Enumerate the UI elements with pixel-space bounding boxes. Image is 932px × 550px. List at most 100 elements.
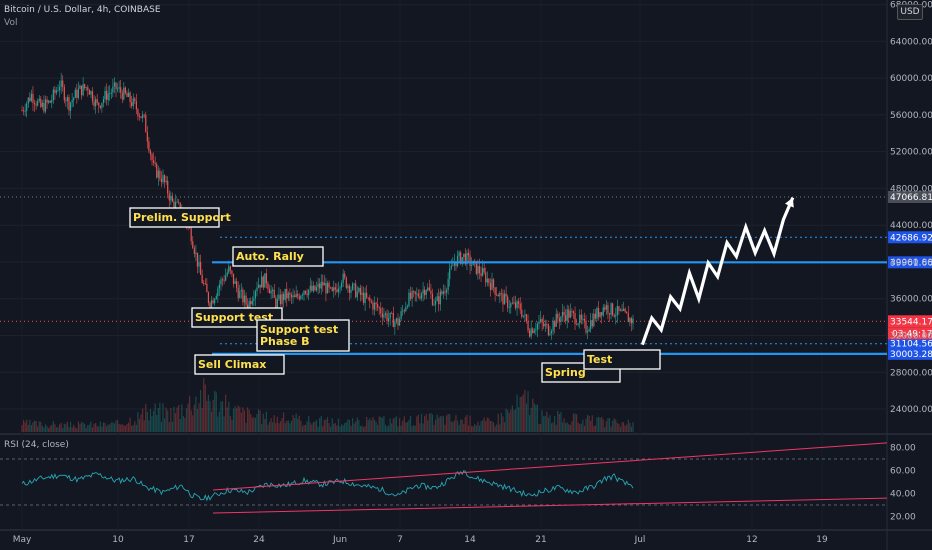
volume-bar: [367, 420, 369, 432]
volume-bar: [82, 422, 84, 432]
candle-body: [550, 330, 553, 334]
volume-bar: [29, 419, 31, 432]
candle-body: [456, 255, 459, 267]
candle-body: [455, 261, 457, 267]
volume-bar: [630, 426, 633, 432]
volume-bar: [591, 415, 593, 432]
price-tick-label: 48000.00: [890, 184, 932, 194]
volume-bar: [159, 402, 161, 432]
volume-bar: [427, 420, 429, 432]
candle-body: [413, 291, 415, 292]
candle-body: [533, 330, 535, 333]
candle-body: [579, 314, 581, 324]
volume-bar: [447, 414, 449, 432]
volume-bar: [422, 423, 424, 432]
time-tick-label: 19: [816, 535, 828, 545]
price-tick-label: 52000.00: [890, 148, 932, 158]
volume-bar: [162, 403, 164, 432]
candle-body: [134, 98, 136, 102]
volume-bar: [366, 416, 368, 432]
candle-body: [527, 321, 529, 331]
candle-body: [530, 328, 532, 337]
candle-body: [118, 87, 120, 89]
volume-bar: [424, 416, 426, 432]
candle-body: [430, 290, 432, 294]
rsi-line: [21, 470, 634, 502]
candle-body: [173, 201, 175, 210]
volume-bar: [99, 421, 101, 432]
candle-body: [242, 289, 244, 303]
candle-body: [450, 265, 452, 269]
candle-body: [328, 282, 330, 288]
volume-bar: [572, 413, 575, 432]
candle-body: [270, 290, 272, 294]
candle-body: [195, 252, 197, 254]
volume-bar: [140, 414, 142, 432]
volume-bar: [458, 424, 460, 432]
candle-body: [312, 285, 314, 291]
candle-body: [204, 283, 206, 285]
candle-body: [135, 101, 137, 110]
candle-body: [539, 319, 542, 322]
volume-bar: [433, 424, 435, 432]
candle-body: [406, 306, 408, 307]
volume-bar: [485, 421, 487, 432]
volume-bar: [565, 423, 567, 432]
candle-body: [438, 296, 440, 305]
candle-body: [174, 202, 177, 210]
candle-body: [79, 85, 81, 89]
volume-bar: [561, 422, 564, 432]
candle-body: [433, 304, 435, 306]
volume-bar: [287, 420, 289, 432]
volume-bar: [336, 425, 338, 432]
candle-body: [524, 314, 526, 316]
candle-body: [384, 313, 387, 315]
volume-bar: [334, 422, 336, 432]
volume-bar: [181, 404, 183, 432]
candle-body: [582, 318, 584, 320]
volume-bar: [386, 426, 388, 432]
candle-body: [126, 93, 128, 97]
currency-button[interactable]: USD: [897, 4, 923, 20]
candle-body: [369, 297, 371, 302]
volume-bar: [511, 405, 513, 432]
annotation-label: Prelim. Support: [133, 211, 231, 224]
levels: 39961.66 30003.28 42686.92 31104.56 47066.81…: [0, 191, 932, 360]
candle-body: [397, 318, 399, 326]
volume-bar: [428, 413, 430, 432]
candle-body: [151, 154, 153, 161]
chart-title: Bitcoin / U.S. Dollar, 4h, COINBASE: [4, 5, 161, 15]
candle-body: [449, 268, 451, 280]
volume-bar: [173, 406, 175, 432]
annotation-box: [194, 354, 285, 375]
candle-body: [43, 102, 45, 112]
volume-bar: [323, 419, 325, 432]
volume-bar: [268, 421, 271, 432]
volume-bar: [486, 417, 488, 432]
rsi-label: RSI (24, close): [4, 440, 69, 450]
volume-bar: [322, 426, 324, 432]
volume-bar: [524, 390, 526, 432]
candle-body: [200, 262, 202, 275]
volume-bar: [146, 411, 148, 432]
candle-body: [447, 279, 449, 290]
volume-bar: [604, 427, 606, 432]
candle-body: [416, 293, 418, 295]
price-level-badge-bg: [888, 256, 932, 269]
volume-bar: [467, 425, 470, 432]
volume-bar: [499, 424, 501, 432]
candle-body: [576, 323, 578, 325]
annotation: Prelim. Support: [129, 207, 231, 228]
candle-body: [588, 329, 590, 332]
volume-bar: [623, 422, 625, 432]
volume-bar: [535, 405, 537, 432]
volume-bar: [408, 419, 410, 432]
volume-bar: [212, 399, 214, 432]
candle-body: [71, 100, 73, 103]
volume-bar: [483, 417, 485, 432]
volume-bar: [276, 416, 278, 432]
volume-bar: [380, 416, 382, 432]
candle-body: [569, 311, 571, 318]
volume-bar: [236, 408, 238, 432]
